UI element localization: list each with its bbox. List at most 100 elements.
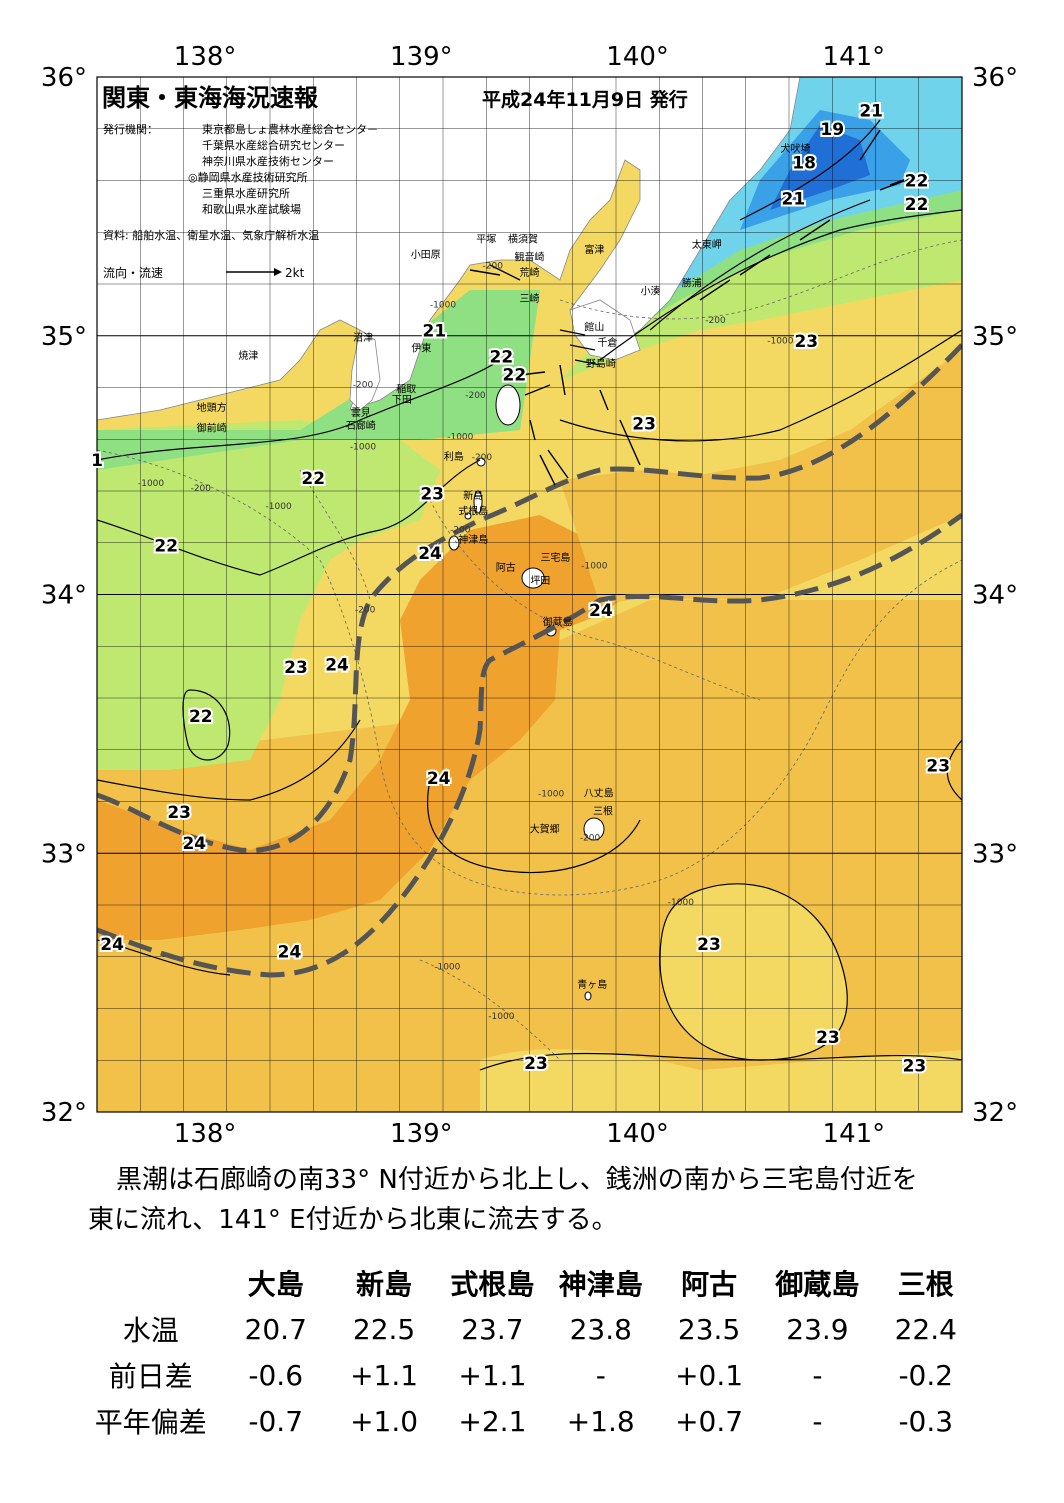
table-cell: -: [595, 1358, 606, 1392]
depth-label: -200: [472, 453, 493, 463]
isotherm-label: 22: [301, 469, 325, 489]
temp-field-22-pocket: [183, 690, 230, 760]
place-name: 荒崎: [520, 266, 540, 279]
isotherm-label: 18: [792, 153, 816, 173]
place-name: 富津: [584, 243, 604, 256]
depth-label: -1000: [430, 300, 456, 310]
lat-tick-left: 34°: [41, 581, 87, 611]
place-name: 神津島: [458, 533, 488, 546]
isotherm-label: 21: [781, 190, 805, 210]
island-oshima: [495, 384, 521, 426]
depth-label: -1000: [350, 443, 376, 453]
land-izu-peninsula: [349, 329, 381, 411]
depth-contours: [97, 239, 962, 1061]
isotherm-label: 24: [589, 601, 613, 621]
isotherm-label: 24: [325, 655, 349, 675]
issuer-4: ◎静岡県水産技術研究所: [188, 170, 308, 184]
temp-field-25-kuroshio: [97, 515, 635, 940]
land-boso-peninsula: [569, 299, 641, 361]
station-temperature-table: 大島 新島 式根島 神津島 阿古 御蔵島 三根 水温 20.7 22.5 23.…: [80, 1260, 980, 1444]
isotherm-label: 23: [420, 485, 444, 505]
isotherm-label: 21: [423, 322, 447, 342]
isotherm-label: 23: [284, 658, 308, 678]
station-name: 御蔵島: [775, 1268, 860, 1301]
kuroshio-south-edge: [97, 512, 962, 978]
temp-field-23-southeast: [660, 883, 848, 1060]
depth-label: -1000: [581, 562, 607, 572]
place-name: 利島: [444, 450, 464, 463]
issue-date: 平成24年11月9日 発行: [482, 88, 688, 111]
table-cell: +1.8: [566, 1404, 635, 1438]
table-cell: +0.1: [675, 1358, 744, 1392]
isotherm-label: 1: [91, 451, 103, 471]
table-cell: 23.8: [569, 1312, 632, 1346]
station-name: 式根島: [450, 1268, 535, 1301]
depth-label: -1000: [447, 432, 473, 442]
temp-field-18-northeast: [770, 125, 870, 210]
station-name: 三根: [897, 1268, 954, 1301]
place-name: 式根島: [458, 504, 488, 517]
place-name: 野島崎: [586, 357, 616, 370]
isotherm-label: 23: [697, 935, 721, 955]
issuer-2: 千葉県水産総合研究センター: [202, 138, 345, 152]
island-miyakejima: [521, 567, 545, 589]
table-row: 前日差 -0.6 +1.1 +1.1 - +0.1 - -0.2: [80, 1352, 980, 1398]
isotherm-label: 24: [278, 943, 302, 963]
axis-labels: 138° 138° 139° 139° 140° 140° 141° 141° 36° 36° 35…: [41, 42, 1018, 1149]
place-name: 三宅島: [540, 551, 570, 564]
lon-tick-bottom: 139°: [390, 1119, 453, 1149]
isotherm-label: 24: [182, 834, 206, 854]
table-cell: +1.1: [458, 1358, 527, 1392]
legend-scale: 2kt: [285, 266, 305, 280]
row-label: 前日差: [108, 1360, 193, 1393]
table-cell: 23.5: [677, 1312, 741, 1346]
row-label: 水温: [122, 1314, 179, 1347]
island-hachijojima: [583, 817, 605, 841]
issuer-1: 東京都島しょ農林水産総合センター: [202, 122, 378, 136]
kuroshio-north-edge: [97, 343, 962, 853]
place-name: 御蔵島: [543, 616, 573, 629]
depth-label: -1000: [488, 1012, 514, 1022]
station-name: 神津島: [558, 1268, 643, 1301]
depth-label: -1000: [538, 789, 564, 799]
depth-label: -200: [353, 381, 374, 391]
lat-tick-right: 33°: [972, 839, 1018, 869]
isotherm-label: 21: [859, 102, 883, 122]
island-shikinejima: [464, 512, 472, 520]
isotherm-contours: [97, 119, 962, 1071]
isotherm-label: 24: [427, 769, 451, 789]
isotherm-label: 23: [816, 1028, 840, 1048]
lon-tick-top: 139°: [390, 42, 453, 72]
place-name: 沼津: [353, 331, 373, 344]
table-cell: -0.2: [898, 1358, 954, 1392]
place-name: 青ヶ島: [577, 978, 607, 991]
place-name: 館山: [584, 321, 604, 334]
table-cell: 23.7: [461, 1312, 524, 1346]
isotherm-label: 24: [418, 544, 442, 564]
depth-label: -200: [705, 316, 726, 326]
table-cell: 22.4: [894, 1312, 957, 1346]
table-cell: 20.7: [244, 1312, 307, 1346]
map-area: [97, 77, 962, 1112]
row-label: 平年偏差: [94, 1406, 207, 1439]
temp-field-23-southwest: [480, 1049, 962, 1112]
place-name: 三根: [593, 804, 613, 817]
table-row: 平年偏差 -0.7 +1.0 +2.1 +1.8 +0.7 - -0.3: [80, 1398, 980, 1444]
table-cell: 23.9: [786, 1312, 849, 1346]
lat-tick-left: 36°: [41, 63, 87, 93]
sea-temperature-map: 138° 138° 139° 139° 140° 140° 141° 141° 36° 36° 35…: [41, 42, 1018, 1149]
table-row: 水温 20.7 22.5 23.7 23.8 23.5 23.9 22.4: [80, 1306, 980, 1352]
lat-tick-left: 35°: [41, 322, 87, 352]
place-name: 御前崎: [197, 421, 227, 434]
place-name: 阿古: [496, 561, 516, 574]
place-name: 地頭方: [197, 401, 227, 414]
lat-tick-right: 36°: [972, 63, 1018, 93]
map-title: 関東・東海海況速報: [102, 84, 319, 112]
place-name: 千倉: [597, 336, 617, 349]
place-name: 大賀郷: [530, 823, 560, 836]
place-name: 横須賀: [508, 233, 538, 246]
table-cell: +1.0: [350, 1404, 419, 1438]
lat-tick-left: 32°: [41, 1098, 87, 1128]
place-name: 坪田: [530, 574, 550, 587]
header-block: 関東・東海海況速報 平成24年11月9日 発行 発行機関： 東京都島しょ農林水産…: [102, 84, 688, 280]
